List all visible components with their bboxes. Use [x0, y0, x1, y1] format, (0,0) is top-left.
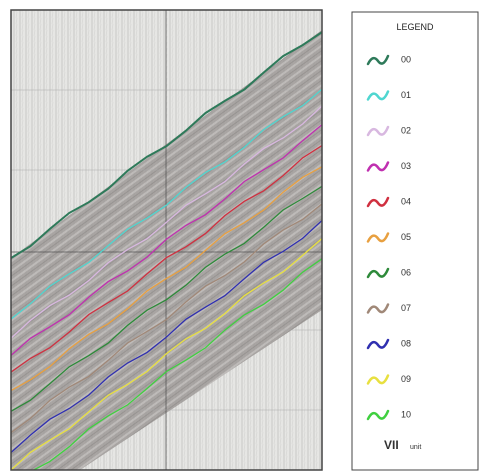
contact-line [11, 105, 322, 339]
map [11, 10, 322, 470]
legend-label: 02 [401, 125, 411, 135]
legend-label: 00 [401, 54, 411, 64]
contact-line [11, 31, 322, 259]
legend-swatch [366, 54, 390, 66]
legend-label: 10 [401, 409, 411, 419]
strata-band [11, 30, 322, 470]
unit-label: unit [410, 444, 421, 451]
contact-line [11, 166, 322, 392]
legend-label: 08 [401, 338, 411, 348]
contact-line [11, 203, 322, 434]
unit-code: VII [384, 438, 399, 452]
legend-swatch [366, 161, 390, 172]
legend-label: 07 [401, 303, 411, 313]
legend-title: LEGEND [396, 22, 434, 32]
legend: 00 01 02 03 04 05 06 07 08 09 10 [366, 54, 411, 421]
legend-swatch [366, 409, 390, 421]
contact-line [11, 144, 322, 373]
legend-swatch [366, 196, 390, 208]
legend-label: 06 [401, 267, 411, 277]
contact-line [11, 185, 322, 412]
legend-swatch [366, 267, 390, 279]
contact-line [32, 258, 322, 470]
legend-swatch [366, 232, 390, 243]
legend-swatch [366, 374, 390, 385]
contact-line [11, 220, 322, 453]
legend-swatch [366, 90, 390, 101]
legend-box [351, 11, 479, 471]
legend-label: 05 [401, 232, 411, 242]
contact-line [11, 238, 322, 470]
legend-label: 01 [401, 90, 411, 100]
contact-line [11, 88, 322, 320]
legend-label: 09 [401, 374, 411, 384]
legend-swatch [366, 338, 390, 350]
contact-line [11, 124, 322, 356]
map-frame [10, 9, 323, 471]
contact-lines [11, 31, 322, 470]
legend-swatch [366, 303, 390, 314]
legend-label: 03 [401, 161, 411, 171]
legend-label: 04 [401, 196, 411, 206]
legend-swatch [366, 125, 390, 137]
